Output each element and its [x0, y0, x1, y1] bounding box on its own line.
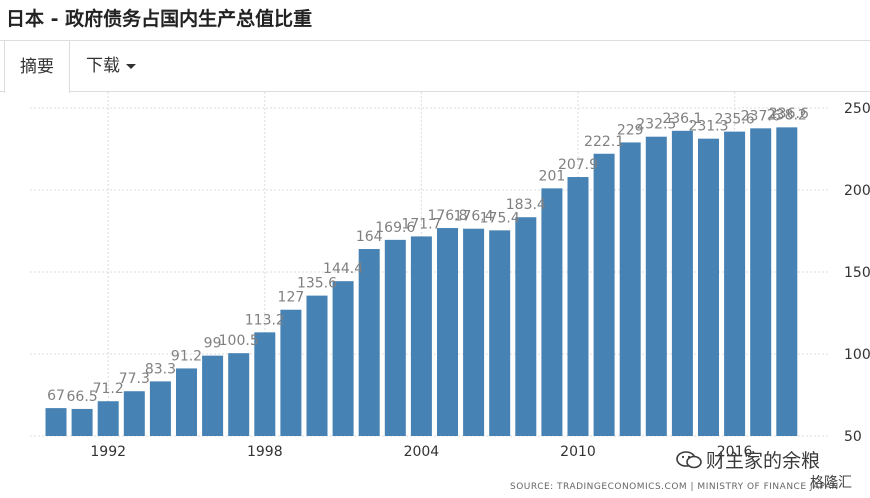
- bar: [567, 177, 589, 436]
- data-label: 207.9: [558, 157, 598, 173]
- bar: [280, 309, 302, 436]
- bar: [384, 239, 406, 436]
- last-value-label: 236.6: [769, 106, 809, 122]
- tab-download-label: 下载: [86, 56, 120, 76]
- tab-download[interactable]: 下载: [86, 40, 136, 92]
- bar: [619, 142, 641, 436]
- bar: [437, 228, 458, 436]
- bar: [358, 249, 380, 436]
- bar: [645, 136, 667, 436]
- y-tick-label: 150: [844, 265, 870, 281]
- data-label: 135.6: [297, 276, 337, 292]
- data-label: 91.2: [171, 348, 202, 364]
- data-label: 127: [278, 290, 305, 306]
- tab-summary[interactable]: 摘要: [4, 40, 70, 93]
- y-tick-label: 50: [844, 429, 862, 445]
- tab-bar: 摘要 下载: [0, 40, 870, 93]
- bar: [463, 228, 485, 436]
- watermark-secondary: 格隆汇: [810, 475, 852, 491]
- bar: [671, 130, 693, 436]
- data-label: 232.5: [636, 117, 676, 133]
- bar-layer: [45, 127, 798, 437]
- bar: [593, 153, 615, 437]
- page-title: 日本 - 政府债务占国内生产总值比重: [6, 8, 313, 30]
- bar: [149, 381, 171, 436]
- x-tick-label: 1992: [90, 444, 126, 460]
- bar: [71, 408, 93, 436]
- data-label: 169.6: [375, 220, 415, 236]
- source-text: SOURCE: TRADINGECONOMICS.COM | MINISTRY …: [510, 482, 839, 492]
- x-tick-label: 2010: [560, 444, 596, 460]
- axis-layer: 50 100 150 200 250 1992 1998 2004 2010 2016: [90, 101, 870, 460]
- bar: [489, 230, 511, 436]
- bar: [45, 408, 67, 436]
- bar: [541, 188, 563, 436]
- data-label: 83.3: [145, 361, 176, 377]
- data-label: 235.6: [715, 112, 755, 128]
- bar: [776, 127, 798, 437]
- y-tick-label: 250: [844, 101, 870, 117]
- data-label: 171.7: [401, 216, 441, 232]
- data-label: 176.8: [427, 208, 467, 224]
- data-label: 176.4: [454, 209, 494, 225]
- bar: [515, 217, 537, 436]
- data-label: 67: [47, 388, 65, 404]
- data-label: 77.3: [119, 371, 150, 387]
- bar: [750, 128, 772, 436]
- watermark: 财主家的余粮: [676, 446, 820, 473]
- bar: [410, 236, 432, 436]
- bar: [202, 355, 224, 436]
- data-label: 222.1: [584, 134, 624, 150]
- data-label: 237.6: [741, 108, 781, 124]
- data-label: 66.5: [67, 389, 98, 405]
- y-tick-label: 200: [844, 183, 870, 199]
- data-label: 175.4: [480, 210, 520, 226]
- data-label: 164: [356, 229, 383, 245]
- x-tick-label: 2016: [717, 444, 753, 460]
- data-label: 71.2: [93, 381, 124, 397]
- x-tick-label: 2004: [404, 444, 440, 460]
- bar: [698, 138, 719, 436]
- y-tick-label: 100: [844, 347, 870, 363]
- watermark-text: 财主家的余粮: [706, 450, 821, 472]
- bar: [332, 281, 354, 436]
- data-label: 229: [617, 122, 644, 138]
- data-label: 100.5: [219, 333, 259, 349]
- data-label: 231.3: [688, 119, 728, 135]
- bar: [228, 353, 250, 436]
- bar: [724, 131, 746, 436]
- wechat-icon: [676, 451, 702, 469]
- x-tick-label: 1998: [247, 444, 283, 460]
- data-label: 201: [539, 168, 566, 184]
- data-label: 238.2: [767, 107, 807, 123]
- data-label: 99: [204, 336, 222, 352]
- data-label: 236.1: [662, 111, 702, 127]
- caret-down-icon: [126, 63, 136, 69]
- data-label: 113.2: [245, 312, 285, 328]
- data-label: 144.4: [323, 261, 363, 277]
- data-label: 183.4: [506, 197, 546, 213]
- bar: [123, 391, 145, 436]
- bar: [306, 295, 328, 436]
- bar: [254, 332, 276, 436]
- bar: [97, 401, 119, 436]
- bar: [176, 368, 197, 436]
